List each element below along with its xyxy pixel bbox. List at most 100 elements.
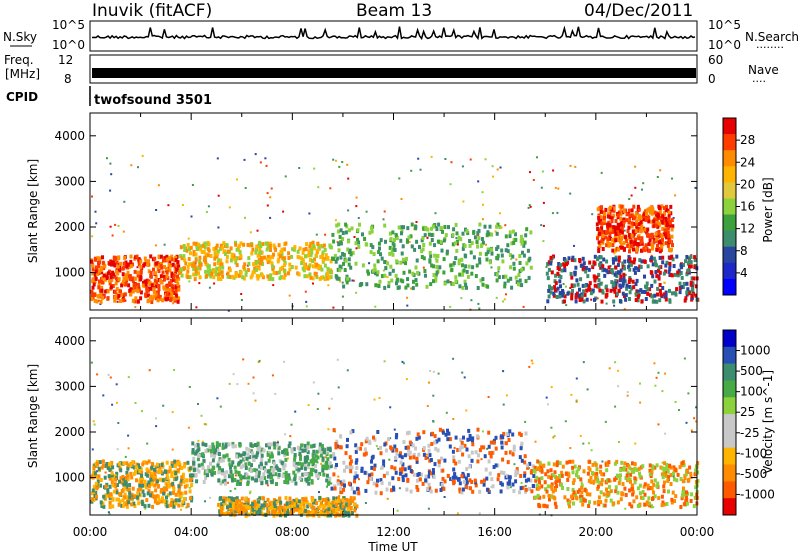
scatter-point — [466, 437, 470, 442]
scatter-point — [328, 476, 332, 481]
scatter-point — [671, 224, 675, 229]
scatter-point — [563, 264, 567, 269]
scatter-point — [410, 222, 414, 227]
scatter-point — [229, 258, 233, 263]
scatter-point — [632, 204, 636, 209]
scatter-point — [590, 449, 593, 452]
scatter-point — [135, 254, 139, 259]
scatter-point — [355, 466, 359, 470]
scatter-point — [316, 241, 320, 246]
scatter-point — [536, 459, 540, 464]
scatter-point — [458, 481, 462, 486]
scatter-point — [557, 478, 561, 483]
scatter-point — [467, 485, 471, 490]
scatter-point — [496, 245, 500, 250]
scatter-point — [233, 478, 237, 482]
scatter-point — [259, 261, 263, 266]
scatter-point — [266, 192, 269, 195]
scatter-point — [658, 288, 662, 293]
scatter-point — [686, 287, 690, 292]
scatter-point — [661, 255, 665, 260]
y-tick-label: 1000 — [54, 471, 85, 485]
scatter-point — [296, 254, 300, 259]
scatter-point — [405, 487, 409, 492]
scatter-point — [627, 261, 631, 266]
scatter-point — [608, 205, 612, 210]
scatter-point — [111, 465, 115, 470]
scatter-point — [319, 255, 323, 259]
scatter-point — [194, 252, 198, 257]
scatter-point — [648, 486, 652, 490]
scatter-point — [655, 247, 659, 252]
scatter-point — [221, 274, 224, 279]
scatter-point — [150, 482, 154, 487]
scatter-point — [402, 440, 406, 445]
scatter-point — [569, 447, 572, 449]
scatter-point — [288, 496, 292, 501]
scatter-point — [434, 488, 438, 493]
scatter-point — [112, 262, 116, 267]
scatter-point — [674, 401, 677, 403]
scatter-point — [575, 473, 578, 478]
scatter-point — [270, 505, 274, 510]
scatter-point — [204, 442, 208, 447]
scatter-point — [544, 472, 548, 477]
scatter-point — [651, 262, 655, 267]
scatter-point — [267, 474, 270, 479]
scatter-point — [134, 469, 137, 474]
scatter-point — [370, 225, 373, 230]
scatter-point — [338, 498, 342, 503]
scatter-point — [442, 238, 446, 243]
scatter-point — [356, 237, 359, 242]
scatter-point — [553, 470, 557, 475]
scatter-point — [512, 261, 516, 266]
scatter-point — [120, 503, 124, 508]
scatter-point — [477, 234, 480, 237]
scatter-point — [574, 299, 578, 304]
scatter-point — [490, 251, 494, 256]
scatter-point — [246, 268, 250, 272]
scatter-point — [343, 468, 346, 473]
scatter-point — [344, 222, 348, 227]
scatter-point — [428, 486, 432, 491]
scatter-point — [188, 489, 192, 494]
scatter-point — [203, 255, 207, 260]
scatter-point — [107, 511, 110, 514]
x-tick-label: 08:00 — [275, 525, 310, 539]
scatter-point — [664, 290, 668, 295]
scatter-point — [506, 460, 510, 465]
scatter-point — [424, 227, 428, 232]
scatter-point — [620, 226, 624, 231]
scatter-point — [430, 155, 433, 158]
scatter-point — [614, 489, 618, 494]
scatter-point — [477, 302, 480, 305]
scatter-point — [674, 272, 677, 277]
scatter-point — [326, 464, 330, 469]
scatter-point — [382, 459, 386, 464]
scatter-point — [658, 249, 662, 254]
scatter-point — [339, 255, 343, 260]
scatter-point — [154, 271, 157, 276]
scatter-point — [109, 504, 113, 509]
scatter-point — [256, 276, 260, 281]
scatter-point — [644, 217, 648, 222]
scatter-point — [478, 512, 481, 515]
scatter-point — [172, 487, 176, 491]
scatter-point — [172, 490, 175, 495]
scatter-point — [171, 481, 175, 486]
scatter-point — [183, 484, 187, 489]
scatter-point — [670, 218, 674, 223]
scatter-point — [520, 444, 523, 449]
scatter-point — [501, 435, 505, 440]
scatter-point — [502, 274, 505, 279]
scatter-point — [125, 502, 128, 507]
scatter-point — [426, 453, 428, 456]
scatter-point — [149, 477, 153, 482]
scatter-point — [692, 276, 696, 281]
scatter-point — [636, 298, 640, 303]
scatter-point — [516, 470, 520, 475]
scatter-point — [307, 253, 311, 258]
scatter-point — [530, 359, 533, 362]
scatter-point — [314, 454, 318, 459]
scatter-point — [163, 275, 166, 279]
